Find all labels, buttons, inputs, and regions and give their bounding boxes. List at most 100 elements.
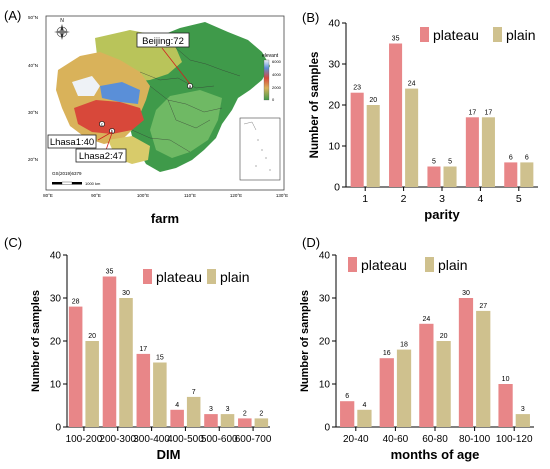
lon-label: 80°E [43, 193, 53, 198]
lon-label: 130°E [276, 193, 288, 198]
y-tick-label: 40 [328, 18, 340, 30]
lon-label: 90°E [91, 193, 101, 198]
x-tick-label: 1 [362, 193, 368, 205]
legend-tick: 0 [272, 97, 275, 102]
bar-value-label: 24 [408, 81, 416, 88]
bar-plateau [427, 166, 441, 187]
legend-tick: 6000 [272, 59, 282, 64]
bar-plateau [419, 323, 434, 427]
x-tick-label: 5 [516, 193, 522, 205]
elevation-legend: elevant 6000 4000 2000 0 [262, 53, 282, 102]
bar-plateau [458, 298, 474, 427]
panel-d-chart: (D) 0 10 20 30 40 20-40 6 4 40-60 16 18 60-80 24 20 80-… [299, 235, 534, 462]
callout-lhasa2: Lhasa2:47 [79, 151, 123, 162]
legend-swatch-plain [493, 27, 502, 42]
bar-plain [254, 418, 269, 427]
bar-value-label: 6 [509, 154, 513, 161]
bar-plateau [465, 117, 479, 187]
x-tick-label: 100-200 [66, 434, 103, 445]
bar-value-label: 17 [468, 109, 476, 116]
bar-value-label: 6 [345, 393, 349, 400]
callout-lhasa1: Lhasa1:40 [50, 137, 94, 148]
marker-label: c [101, 122, 104, 127]
bar-value-label: 20 [440, 333, 448, 340]
x-tick-label: 3 [439, 193, 445, 205]
y-tick-label: 40 [319, 251, 331, 262]
callout-box-lhasa2 [75, 148, 127, 163]
legend-tick: 2000 [272, 85, 282, 90]
bar-value-label: 2 [259, 410, 263, 417]
panel-letter: (B) [302, 10, 319, 25]
bar-plateau [350, 92, 364, 187]
bar-plain [357, 409, 372, 427]
y-tick-label: 40 [50, 251, 62, 262]
y-axis-label: Number of samples [30, 290, 42, 392]
y-tick-label: 0 [334, 182, 340, 194]
x-axis-label: parity [424, 207, 460, 222]
bar-plain [443, 166, 457, 187]
panel-letter: (D) [302, 235, 320, 250]
bar-plateau [68, 306, 83, 427]
bar-value-label: 4 [362, 402, 366, 409]
lon-label: 110°E [184, 193, 196, 198]
legend-label-plain: plain [438, 257, 468, 273]
bar-value-label: 28 [72, 299, 80, 306]
lat-label: 40°N [28, 63, 38, 68]
bar-plateau [389, 43, 403, 187]
bar-value-label: 30 [462, 290, 470, 297]
callout-beijing: Beijing:72 [142, 36, 184, 47]
bar-plateau [340, 401, 355, 427]
legend-label-plateau: plateau [156, 269, 202, 285]
plateau-blue [100, 82, 140, 104]
bar-value-label: 7 [192, 389, 196, 396]
x-axis-label: DIM [157, 447, 181, 462]
y-tick-label: 0 [324, 423, 330, 434]
bar-value-label: 17 [139, 346, 147, 353]
bar-value-label: 35 [392, 36, 400, 43]
x-tick-label: 4 [477, 193, 483, 205]
legend-swatch-plateau [143, 269, 152, 284]
x-tick-label: 40-60 [383, 434, 409, 445]
bar-plateau [136, 353, 151, 427]
bar-value-label: 6 [525, 154, 529, 161]
legend-title: elevant [262, 53, 279, 59]
lat-label: 30°N [28, 110, 38, 115]
bar-plateau [498, 384, 513, 427]
bar-value-label: 20 [369, 97, 377, 104]
bar-plain [85, 341, 99, 427]
bar-plain [396, 349, 412, 427]
panel-c-chart: (C) 0 10 20 30 40 100-200 28 20 200-300 35 30 300-40… [4, 235, 272, 462]
x-tick-label: 400-500 [167, 434, 204, 445]
lon-label: 100°E [137, 193, 149, 198]
panel-a-letter: (A) [4, 8, 21, 23]
legend-swatch-plain [207, 269, 216, 284]
bar-plain [520, 162, 534, 187]
bar-plain [220, 414, 235, 427]
bar-value-label: 10 [502, 376, 510, 383]
bar-plain [436, 341, 451, 427]
bar-plain [186, 396, 201, 427]
bar-value-label: 18 [400, 342, 408, 349]
x-tick-label: 80-100 [459, 434, 491, 445]
legend-tick: 4000 [272, 72, 282, 77]
callout-line-lhasa1 [97, 131, 113, 141]
y-tick-label: 10 [50, 380, 62, 391]
bar-value-label: 20 [88, 333, 96, 340]
x-tick-label: 500-600 [201, 434, 238, 445]
y-tick-label: 20 [319, 337, 331, 348]
bar-value-label: 16 [383, 350, 391, 357]
bar-value-label: 35 [106, 269, 114, 276]
y-tick-label: 0 [55, 423, 61, 434]
bar-value-label: 27 [479, 303, 487, 310]
bar-plateau [504, 162, 518, 187]
bar-value-label: 17 [485, 109, 493, 116]
bar-plateau [170, 409, 184, 427]
legend-label-plain: plain [220, 269, 250, 285]
marker-label: a [189, 84, 192, 89]
legend-swatch-plateau [348, 257, 357, 272]
scale-bar: 1000 km [52, 181, 101, 186]
bar-value-label: 5 [448, 159, 452, 166]
callout-box-beijing [136, 32, 190, 48]
